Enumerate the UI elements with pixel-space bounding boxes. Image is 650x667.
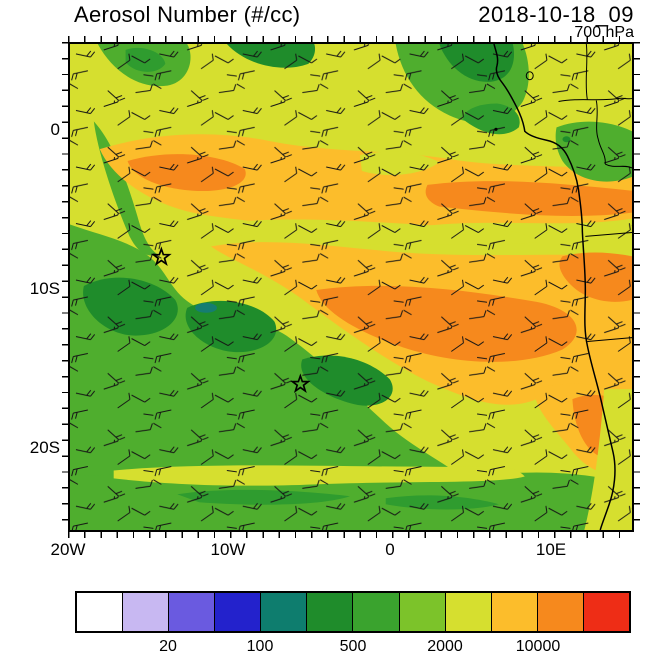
x-axis-ticks-bottom [68, 532, 634, 538]
colorbar-swatch [215, 593, 262, 631]
pressure-level-label: 700 hPa [574, 24, 634, 41]
island-dot [494, 127, 498, 131]
country-borders [525, 44, 632, 343]
colorbar-swatch [123, 593, 170, 631]
y-tick-label-0: 0 [50, 120, 60, 139]
colorbar-swatch [77, 593, 124, 631]
star-marker-central [290, 373, 311, 393]
colorbar-swatch [399, 593, 446, 631]
coastline [493, 44, 616, 530]
colorbar-label-10000: 10000 [515, 638, 561, 655]
x-tick-label-10w: 10W [210, 540, 246, 559]
map-plot [68, 42, 634, 532]
colorbar-swatch [583, 593, 629, 631]
y-tick-label-10s: 10S [29, 279, 60, 298]
x-tick-label-0: 0 [385, 540, 395, 559]
colorbar-label-100: 100 [246, 638, 274, 655]
colorbar-swatch [169, 593, 216, 631]
colorbar-swatch [537, 593, 584, 631]
wind-barbs-overlay [70, 44, 632, 530]
star-marker-west [151, 246, 172, 267]
colorbar-swatch [261, 593, 308, 631]
colorbar-label-500: 500 [339, 638, 367, 655]
colorbar-swatch [353, 593, 400, 631]
x-tick-label-20w: 20W [50, 540, 86, 559]
plot-title: Aerosol Number (#/cc) [74, 2, 301, 27]
plot-datetime: 2018-10-18_09 [478, 2, 634, 27]
colorbar-label-20: 20 [159, 638, 177, 655]
colorbar-label-2000: 2000 [427, 638, 463, 655]
colorbar-swatch [445, 593, 492, 631]
colorbar-swatch [491, 593, 538, 631]
x-tick-label-10e: 10E [535, 540, 567, 559]
aerosol-contour-map [70, 44, 632, 530]
colorbar [75, 591, 631, 633]
y-tick-label-20s: 20S [29, 438, 60, 457]
colorbar-swatch [307, 593, 354, 631]
y-axis-ticks-right [634, 42, 640, 532]
